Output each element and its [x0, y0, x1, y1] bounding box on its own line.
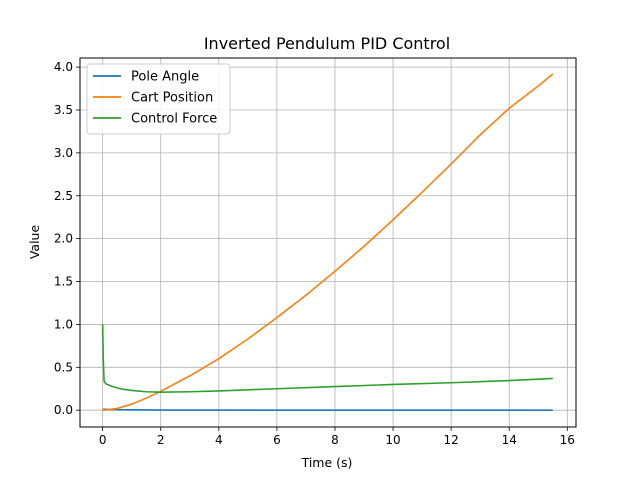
legend-label-control-force: Control Force [131, 112, 217, 127]
x-tick-label: 10 [385, 433, 400, 447]
x-tick-label: 16 [560, 433, 575, 447]
x-tick-label: 14 [502, 433, 517, 447]
legend-label-pole-angle: Pole Angle [131, 70, 199, 85]
legend-box [86, 63, 231, 135]
x-tick-label: 4 [215, 433, 223, 447]
x-tick-label: 6 [273, 433, 281, 447]
legend-label-cart-position: Cart Position [131, 91, 213, 106]
y-axis-label: Value [27, 225, 42, 260]
legend: Pole Angle Cart Position Control Force [86, 63, 231, 135]
series-line-control-force [101, 324, 553, 393]
series-line-cart-position [102, 73, 554, 411]
series-lines [101, 73, 554, 411]
y-tick-label: 2.0 [54, 232, 73, 246]
series-line-pole-angle [102, 408, 553, 411]
x-tick-label: 0 [99, 433, 107, 447]
y-tick-label: 1.5 [54, 275, 73, 289]
y-tick-label: 3.0 [54, 146, 73, 160]
plot-frame [79, 57, 577, 428]
y-tick-label: 3.5 [54, 103, 73, 117]
x-tick-label: 8 [331, 433, 339, 447]
y-tick-label: 0.5 [54, 360, 73, 374]
y-tick-label: 2.5 [54, 189, 73, 203]
chart-title: Inverted Pendulum PID Control [204, 34, 450, 53]
x-tick-label: 2 [157, 433, 165, 447]
x-axis-label: Time (s) [301, 455, 353, 470]
x-tick-label: 12 [443, 433, 458, 447]
y-tick-label: 1.0 [54, 317, 73, 331]
y-tick-label: 0.0 [54, 403, 73, 417]
axis-ticks: 0 2 4 6 8 10 12 14 16 0.0 0.5 1.0 1.5 2.0 2.5 3.0 3.5 4.0 [54, 60, 575, 447]
y-tick-label: 4.0 [54, 60, 73, 74]
